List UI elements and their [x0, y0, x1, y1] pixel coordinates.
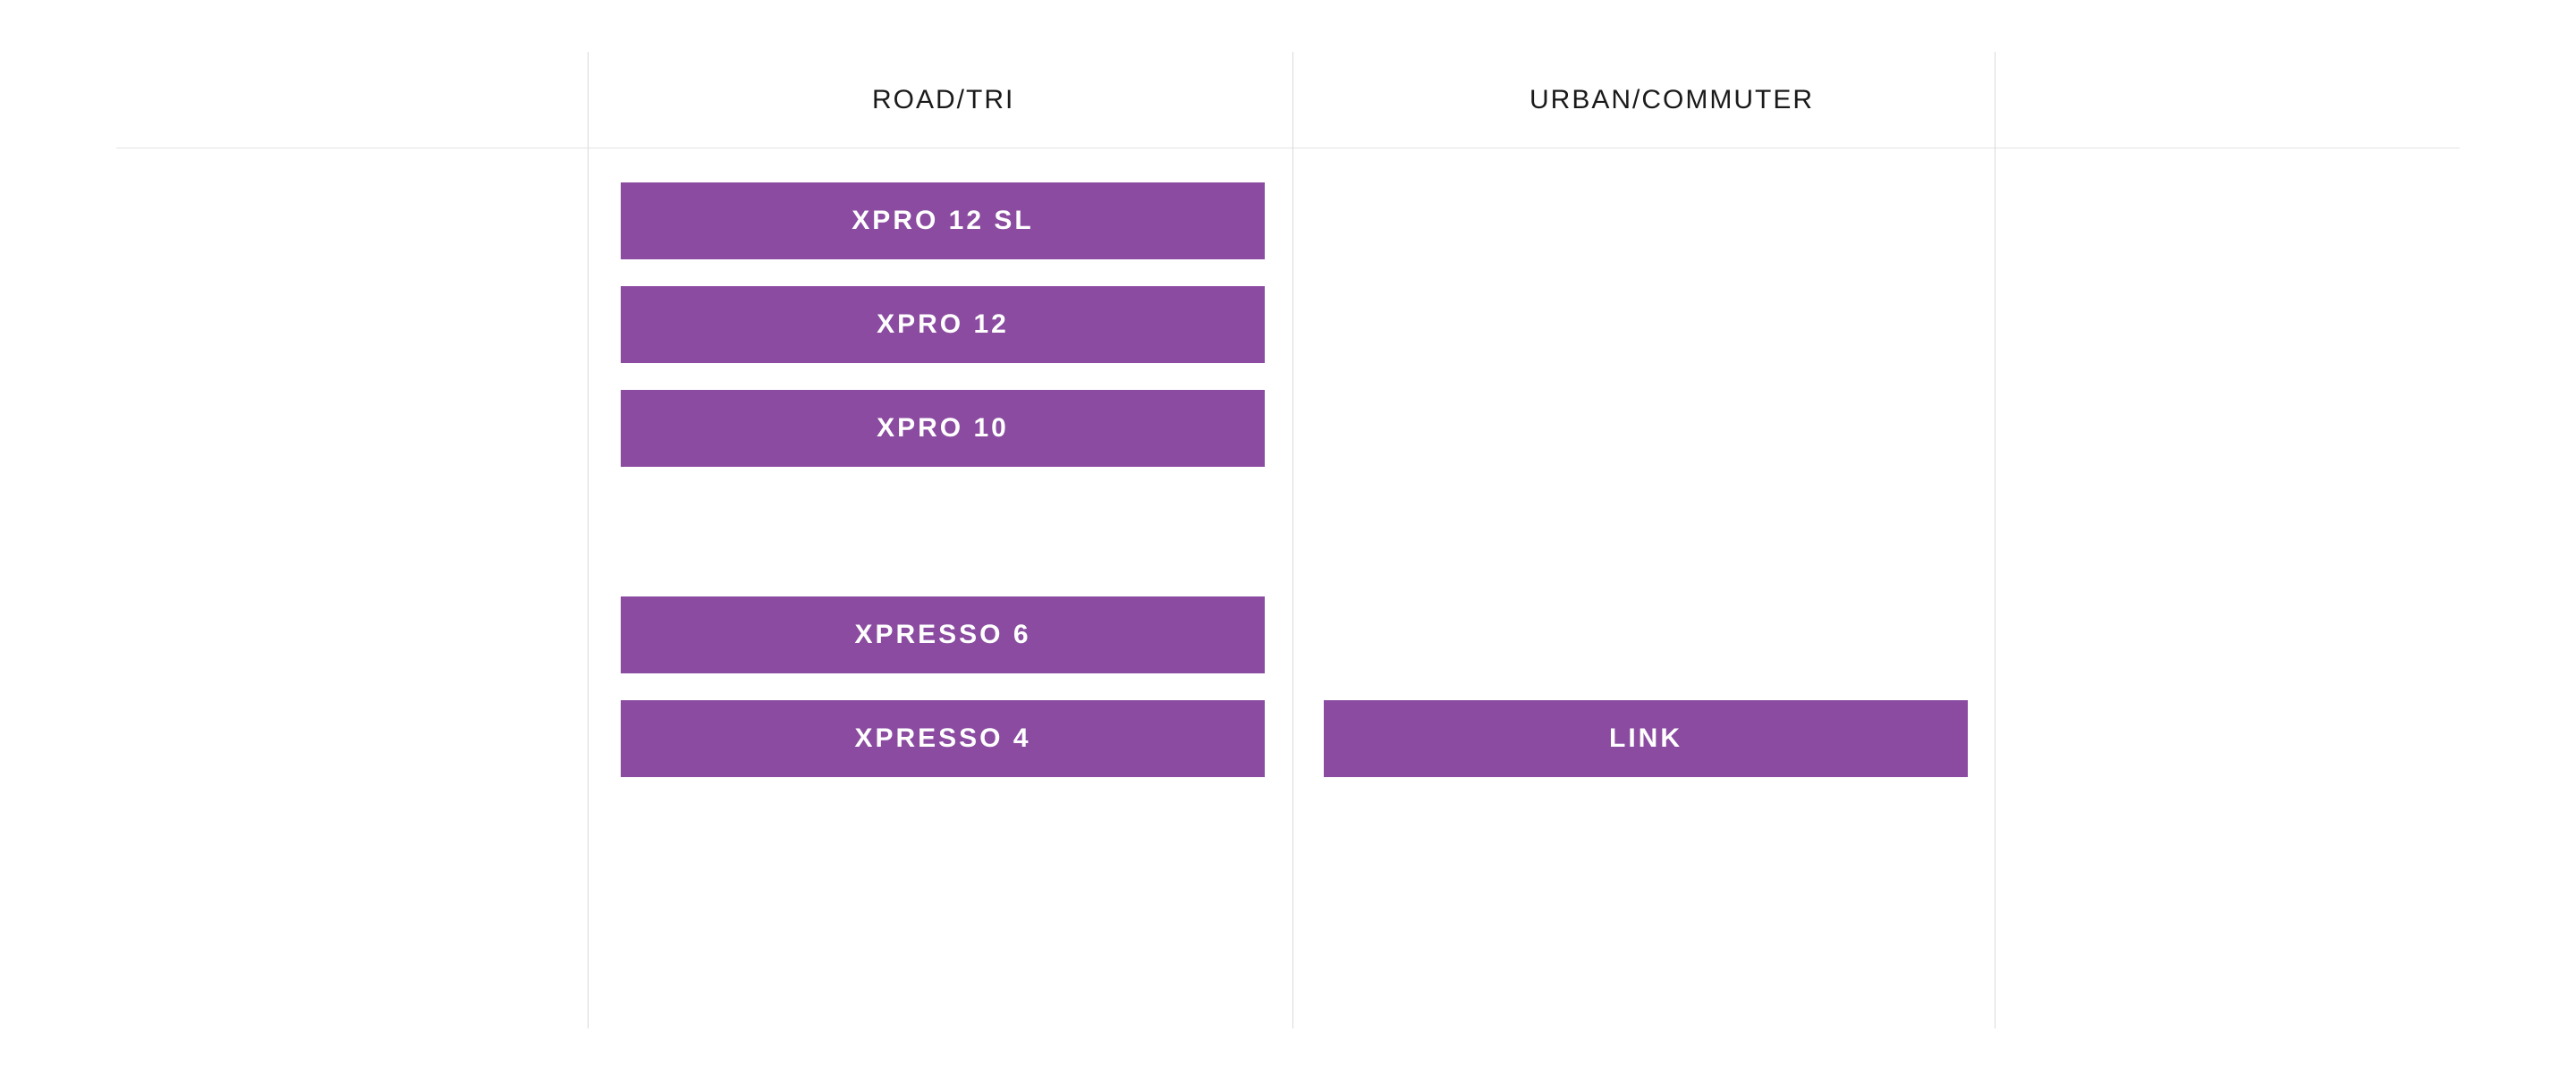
col-header-urban-commuter: URBAN/COMMUTER [1530, 85, 1814, 115]
bar-xpro-12[interactable]: XPRO 12 [621, 286, 1265, 363]
bar-xpro-10[interactable]: XPRO 10 [621, 390, 1265, 467]
bar-xpresso-6[interactable]: XPRESSO 6 [621, 596, 1265, 673]
vline-1 [1292, 52, 1293, 1028]
vline-2 [1995, 52, 1996, 1028]
col-header-road-tri: ROAD/TRI [872, 85, 1014, 115]
bar-xpro-12-sl[interactable]: XPRO 12 SL [621, 182, 1265, 259]
vline-0 [588, 52, 589, 1028]
chart-stage: ROAD/TRI URBAN/COMMUTER XPRO 12 SL XPRO … [0, 0, 2576, 1074]
bar-xpresso-4[interactable]: XPRESSO 4 [621, 700, 1265, 777]
bar-link[interactable]: LINK [1324, 700, 1968, 777]
